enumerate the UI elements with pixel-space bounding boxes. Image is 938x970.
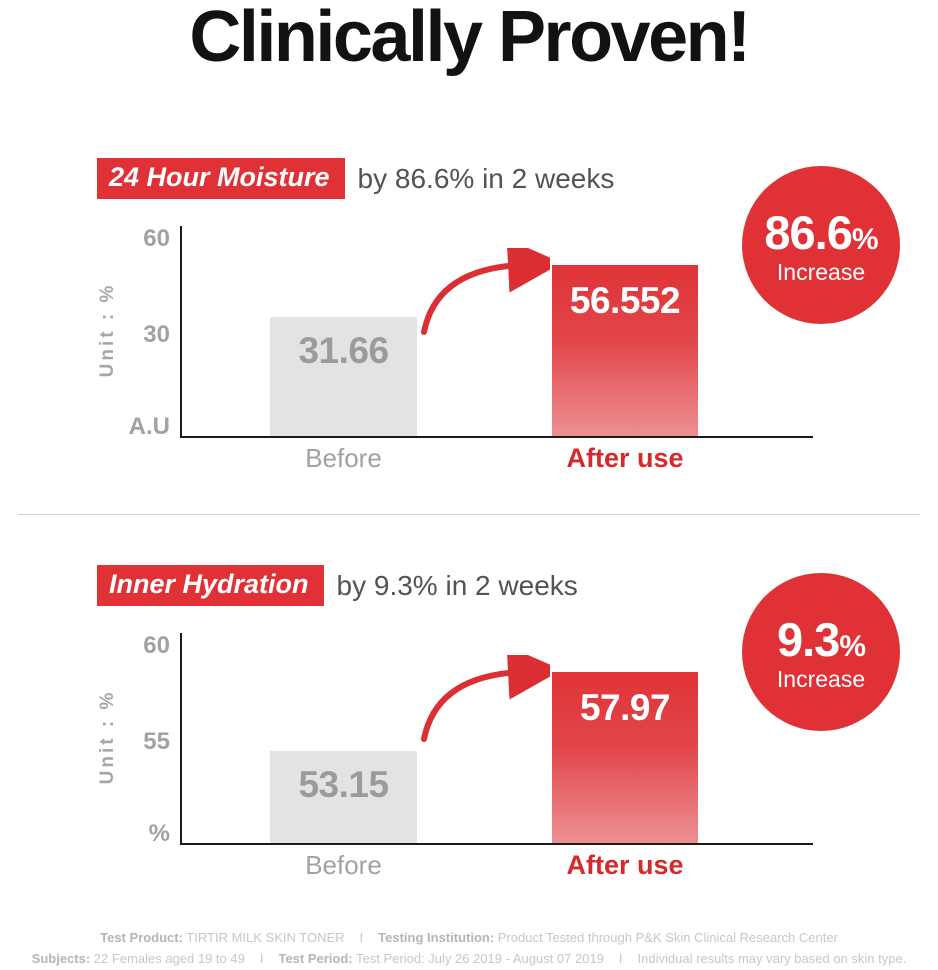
y-axis-tick-top: 60 — [143, 632, 170, 659]
chart-title-badge: 24 Hour Moisture — [97, 158, 345, 199]
percent-sign: % — [851, 222, 879, 256]
increase-arrow-icon — [421, 655, 550, 742]
before-bar: 31.66 — [270, 317, 417, 436]
increase-circle-badge: 9.3% Increase — [742, 573, 900, 731]
increase-percent: 9.3% — [776, 612, 866, 666]
percent-sign: % — [839, 629, 866, 663]
before-bar-value: 31.66 — [298, 330, 389, 371]
increase-circle-badge: 86.6% Increase — [742, 166, 900, 324]
before-bar: 53.15 — [270, 751, 417, 843]
increase-arrow-icon — [421, 248, 550, 335]
increase-caption: Increase — [776, 258, 866, 285]
y-axis-tick-bottom: % — [148, 820, 170, 847]
y-axis-tick-mid: 30 — [143, 321, 170, 348]
footer-text: 22 Females aged 19 to 49 — [90, 951, 245, 966]
after-bar: 57.97 — [552, 672, 698, 843]
chart-title-badge: Inner Hydration — [97, 565, 324, 606]
chart-subtitle: by 86.6% in 2 weeks — [357, 162, 615, 194]
y-axis-line — [180, 226, 182, 438]
footer-label: Test Period: — [278, 951, 353, 966]
footer-label: Testing Institution: — [378, 930, 495, 945]
y-axis-line — [180, 633, 182, 845]
footer-label: Subjects: — [31, 951, 91, 966]
after-use-label: After use — [566, 850, 684, 880]
section-divider — [18, 514, 920, 515]
after-bar-value: 57.97 — [579, 687, 671, 728]
footer-text: Individual results may vary based on ski… — [637, 951, 907, 966]
footer-text: TIRTIR MILK SKIN TONER — [182, 930, 345, 945]
chart-subtitle: by 9.3% in 2 weeks — [336, 569, 578, 601]
chart-header: Inner Hydration by 9.3% in 2 weeks — [97, 565, 578, 606]
footer-separator: I — [359, 930, 364, 945]
after-use-label: After use — [566, 443, 684, 473]
after-bar: 56.552 — [552, 265, 698, 436]
increase-caption: Increase — [776, 665, 866, 692]
moisture-chart-section: 24 Hour Moisture by 86.6% in 2 weeks Uni… — [0, 150, 938, 500]
footer-separator: I — [618, 951, 623, 966]
before-bar-value: 53.15 — [298, 764, 389, 805]
chart-header: 24 Hour Moisture by 86.6% in 2 weeks — [97, 158, 614, 199]
footer-disclaimer-line-2: Subjects: 22 Females aged 19 to 49 I Test … — [0, 951, 938, 967]
y-axis-tick-bottom: A.U — [128, 413, 170, 440]
y-axis-tick-top: 60 — [143, 225, 170, 252]
footer-text: Product Tested through P&K Skin Clinical… — [494, 930, 838, 945]
footer-text: Test Period: July 26 2019 - August 07 20… — [352, 951, 604, 966]
x-axis-line — [180, 436, 813, 438]
increase-percent: 86.6% — [764, 205, 879, 259]
before-label: Before — [305, 850, 382, 880]
before-label: Before — [305, 443, 382, 473]
footer-separator: I — [259, 951, 264, 966]
after-bar-value: 56.552 — [569, 280, 681, 321]
page-title: Clinically Proven! — [189, 0, 751, 77]
footer-label: Test Product: — [100, 930, 183, 945]
footer-disclaimer-line-1: Test Product: TIRTIR MILK SKIN TONER I Tes… — [0, 930, 938, 946]
x-axis-line — [180, 843, 813, 845]
hydration-chart-section: Inner Hydration by 9.3% in 2 weeks Unit … — [0, 557, 938, 907]
y-axis-tick-mid: 55 — [143, 728, 170, 755]
